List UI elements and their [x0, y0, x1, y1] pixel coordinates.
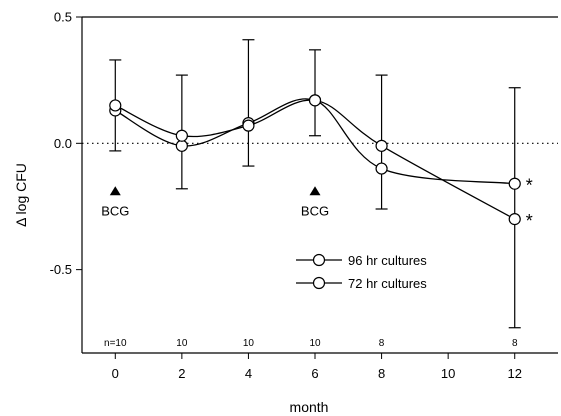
significance-asterisk: *	[526, 176, 533, 196]
x-tick-label: 0	[112, 366, 119, 381]
axes-group: 0.5 0.0 -0.5 0 2 4 6 8 10 12	[50, 10, 558, 381]
bcg-triangle-icon	[109, 186, 121, 196]
data-point-72hr	[175, 129, 188, 142]
data-point-72hr	[375, 139, 388, 152]
y-axis-label: Δ log CFU	[13, 163, 29, 227]
data-point-72hr	[242, 119, 255, 132]
sample-size-label: 8	[379, 338, 385, 349]
bcg-label: BCG	[101, 203, 129, 218]
y-tick-label: -0.5	[50, 262, 72, 277]
data-point-96hr	[375, 162, 388, 175]
y-tick-label: 0.0	[54, 136, 72, 151]
significance-asterisk: *	[526, 211, 533, 231]
sample-size-label: 10	[309, 338, 321, 349]
x-tick-label: 12	[507, 366, 521, 381]
sample-size-label: 8	[512, 338, 518, 349]
x-tick-label: 4	[245, 366, 252, 381]
data-point-72hr	[308, 94, 322, 107]
x-tick-label: 2	[178, 366, 185, 381]
bcg-triangle-icon	[309, 186, 321, 196]
annotations-group: BCG BCG * * n=10 10 10 10 8 8	[101, 176, 533, 349]
legend-marker	[312, 276, 326, 290]
legend: 96 hr cultures 72 hr cultures	[296, 253, 427, 291]
x-tick-label: 10	[441, 366, 455, 381]
x-tick-label: 8	[378, 366, 385, 381]
x-tick-label: 6	[311, 366, 318, 381]
data-point-72hr	[109, 99, 122, 112]
legend-label: 96 hr cultures	[348, 253, 427, 268]
sample-size-label: 10	[176, 338, 188, 349]
y-tick-label: 0.5	[54, 10, 72, 25]
bcg-label: BCG	[301, 203, 329, 218]
sample-size-label: n=10	[104, 338, 127, 349]
data-point-72hr	[508, 213, 521, 226]
x-axis-label: month	[290, 399, 329, 415]
legend-marker	[312, 253, 326, 267]
sample-size-label: 10	[243, 338, 255, 349]
data-point-96hr	[508, 177, 521, 190]
legend-label: 72 hr cultures	[348, 276, 427, 291]
data-point-96hr	[175, 139, 188, 152]
data-points-group	[109, 94, 521, 226]
